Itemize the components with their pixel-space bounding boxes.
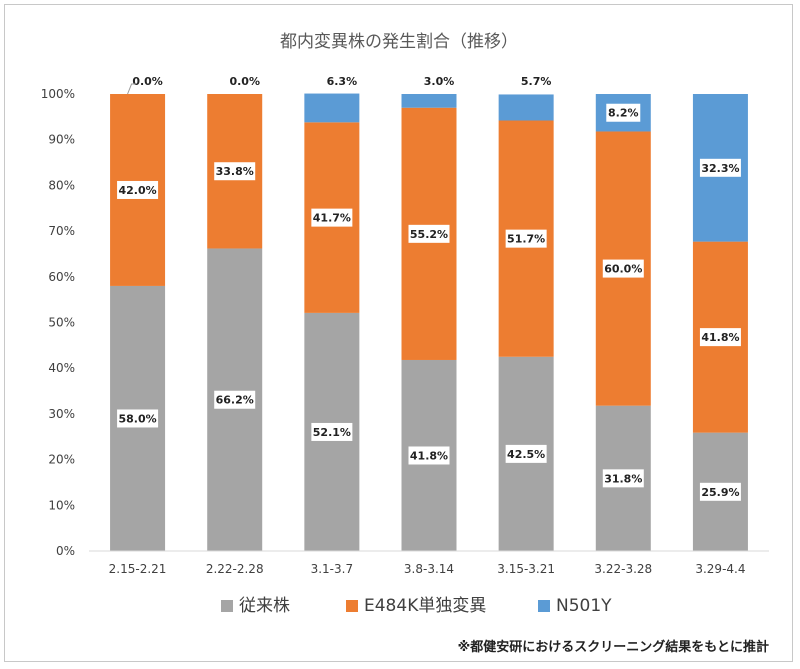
data-label: 0.0%	[229, 75, 260, 88]
legend-label: N501Y	[556, 596, 612, 616]
data-label: 6.3%	[327, 75, 358, 88]
legend-label: 従来株	[239, 596, 290, 616]
data-label-box	[117, 409, 159, 428]
data-label: 5.7%	[521, 75, 552, 88]
legend-label: E484K単独変異	[364, 596, 486, 616]
y-tick-label: 50%	[48, 316, 75, 330]
y-tick-label: 20%	[48, 453, 75, 467]
data-label: 42.0%	[118, 184, 156, 197]
data-label: 3.0%	[424, 75, 455, 88]
x-tick-label: 3.15-3.21	[497, 562, 555, 576]
data-label-box	[699, 158, 741, 177]
data-label: 42.5%	[507, 448, 545, 461]
data-label-box	[699, 328, 741, 347]
legend-swatch	[346, 600, 358, 612]
legend: 従来株 E484K単独変異 N501Y	[221, 596, 612, 616]
data-label-box	[606, 103, 641, 122]
data-label: 0.0%	[132, 75, 163, 88]
data-label: 66.2%	[216, 394, 254, 407]
y-tick-label: 60%	[48, 270, 75, 284]
y-tick-label: 30%	[48, 407, 75, 421]
data-label-box	[505, 444, 547, 463]
y-tick-label: 10%	[48, 498, 75, 512]
data-label: 25.9%	[701, 486, 739, 499]
data-label: 8.2%	[608, 107, 639, 120]
legend-swatch	[538, 600, 550, 612]
data-label: 31.8%	[604, 472, 642, 485]
data-label: 51.7%	[507, 233, 545, 246]
data-label-box	[311, 208, 353, 227]
data-label-box	[311, 422, 353, 441]
y-tick-label: 90%	[48, 133, 75, 147]
data-label: 60.0%	[604, 263, 642, 276]
y-tick-label: 80%	[48, 178, 75, 192]
y-tick-label: 100%	[41, 87, 75, 101]
stacked-bar-chart: 都内変異株の発生割合（推移） 0% 10% 20% 30% 40% 50% 60% 70% 80…	[41, 32, 769, 655]
x-tick-label: 2.15-2.21	[109, 562, 167, 576]
data-label-box	[505, 229, 547, 248]
bar-segment	[304, 93, 360, 123]
data-label: 41.7%	[313, 212, 351, 225]
data-label-box	[214, 162, 256, 181]
bar-segment	[401, 94, 457, 108]
x-tick-label: 3.22-3.28	[594, 562, 652, 576]
data-label: 41.8%	[701, 331, 739, 344]
chart-title: 都内変異株の発生割合（推移）	[280, 32, 518, 52]
bars-group: 58.0% 42.0% 0.0% 66.2% 33.8% 0.0% 52.1% 41.7% 6.…	[110, 75, 748, 551]
data-label: 55.2%	[410, 228, 448, 241]
chart-frame: 都内変異株の発生割合（推移） 0% 10% 20% 30% 40% 50% 60% 70% 80…	[4, 4, 793, 662]
data-label-box	[408, 446, 450, 465]
data-label-box	[602, 469, 644, 488]
x-tick-label: 3.8-3.14	[404, 562, 454, 576]
leader-line	[127, 83, 136, 95]
data-label: 52.1%	[313, 426, 351, 439]
y-tick-label: 40%	[48, 361, 75, 375]
data-label: 33.8%	[216, 165, 254, 178]
x-axis: 2.15-2.21 2.22-2.28 3.1-3.7 3.8-3.14 3.15-3.…	[89, 550, 769, 576]
bar-segment	[498, 94, 554, 121]
legend-swatch	[221, 600, 233, 612]
y-axis: 0% 10% 20% 30% 40% 50% 60% 70% 80% 90% 100%	[41, 87, 75, 558]
x-tick-label: 3.1-3.7	[311, 562, 354, 576]
x-tick-label: 3.29-4.4	[695, 562, 745, 576]
data-label-box	[699, 482, 741, 501]
data-label-box	[408, 224, 450, 243]
x-tick-label: 2.22-2.28	[206, 562, 264, 576]
data-label: 32.3%	[701, 162, 739, 175]
data-label: 41.8%	[410, 449, 448, 462]
data-label-box	[602, 259, 644, 278]
data-label: 58.0%	[118, 412, 156, 425]
y-tick-label: 0%	[56, 544, 75, 558]
footnote: ※都健安研におけるスクリーニング結果をもとに推計	[458, 639, 769, 655]
y-tick-label: 70%	[48, 224, 75, 238]
data-label-box	[117, 180, 159, 199]
data-label-box	[214, 390, 256, 409]
